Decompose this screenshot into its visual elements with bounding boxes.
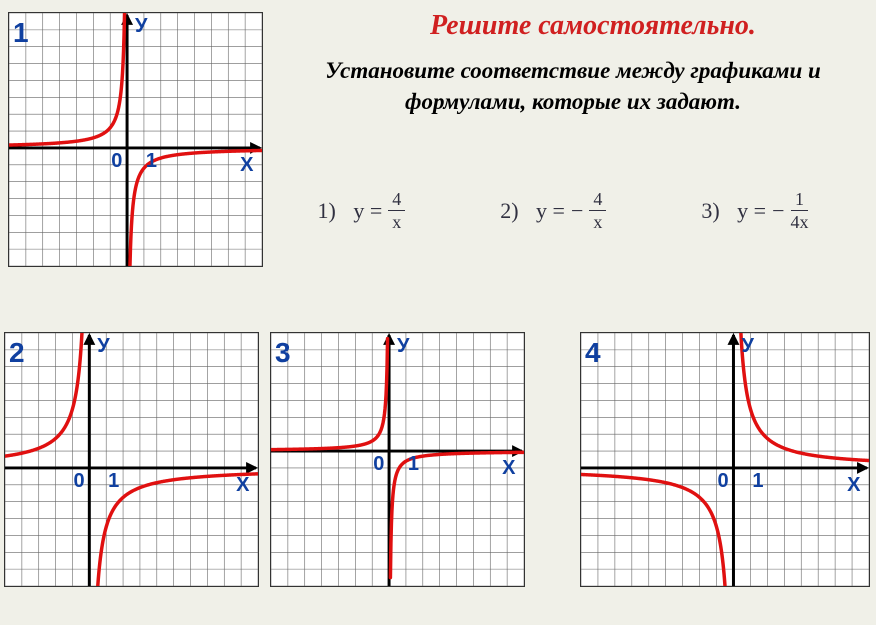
formula-2: 2) y = − 4 x (500, 190, 606, 231)
chart1-one-label: 1 (146, 150, 157, 173)
chart4-zero-label: 0 (718, 470, 729, 493)
formula-2-num: 4 (589, 190, 606, 211)
chart3-x-label: Х (502, 457, 515, 480)
formula-1-num: 4 (388, 190, 405, 211)
page-title: Решите самостоятельно. (340, 10, 846, 42)
chart-1: 1 У Х 0 1 (8, 12, 263, 267)
chart2-x-label: Х (236, 474, 249, 497)
formula-1-den: x (392, 211, 401, 231)
formula-1: 1) y = 4 x (317, 190, 405, 231)
formula-1-id: 1) (317, 198, 335, 224)
formula-3-id: 3) (701, 198, 719, 224)
chart3-one-label: 1 (408, 453, 419, 476)
formula-2-den: x (593, 211, 602, 231)
formula-3-prefix: y = (737, 198, 766, 224)
chart1-zero-label: 0 (111, 150, 122, 173)
chart2-y-label: У (97, 335, 109, 358)
formula-3-den: 4x (791, 211, 809, 231)
chart4-number: 4 (585, 337, 601, 369)
chart1-number: 1 (13, 17, 29, 49)
chart4-y-label: У (741, 335, 753, 358)
chart3-zero-label: 0 (373, 453, 384, 476)
formula-1-frac: 4 x (388, 190, 405, 231)
formula-row: 1) y = 4 x 2) y = − 4 x 3) y = − 1 4x (270, 190, 856, 231)
formula-2-id: 2) (500, 198, 518, 224)
formula-1-prefix: y = (353, 198, 382, 224)
formula-3-neg: − (772, 198, 784, 224)
chart2-number: 2 (9, 337, 25, 369)
chart1-y-label: У (135, 15, 147, 38)
instructions: Установите соответствие между графиками … (300, 55, 846, 117)
chart-4: 4 У Х 01 (580, 332, 870, 587)
formula-2-neg: − (571, 198, 583, 224)
formula-2-prefix: y = (536, 198, 565, 224)
formula-3: 3) y = − 1 4x (701, 190, 808, 231)
formula-3-frac: 1 4x (791, 190, 809, 231)
chart2-one-label: 1 (108, 470, 119, 493)
chart2-zero-label: 0 (73, 470, 84, 493)
chart-2: 2 У Х 0 1 (4, 332, 259, 587)
chart3-number: 3 (275, 337, 291, 369)
formula-3-num: 1 (791, 190, 808, 211)
chart4-one-label: 1 (752, 470, 763, 493)
formula-2-frac: 4 x (589, 190, 606, 231)
chart-3: 3 У Х 0 1 (270, 332, 525, 587)
chart3-y-label: У (397, 335, 409, 358)
chart1-x-label: Х (240, 154, 253, 177)
chart4-x-label: Х (847, 474, 860, 497)
